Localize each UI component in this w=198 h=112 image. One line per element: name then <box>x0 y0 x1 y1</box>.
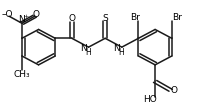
Text: N: N <box>19 15 25 24</box>
Text: H: H <box>85 47 91 57</box>
Text: S: S <box>102 14 108 23</box>
Text: O: O <box>68 14 75 23</box>
Text: O: O <box>170 86 177 95</box>
Text: Br: Br <box>130 13 140 22</box>
Text: CH₃: CH₃ <box>14 70 30 79</box>
Text: HO: HO <box>143 95 157 104</box>
Text: N: N <box>80 44 87 53</box>
Text: N: N <box>114 44 120 53</box>
Text: +: + <box>23 14 28 19</box>
Text: Br: Br <box>172 13 182 22</box>
Text: H: H <box>118 47 124 57</box>
Text: –O: –O <box>1 10 13 19</box>
Text: O: O <box>32 10 39 19</box>
